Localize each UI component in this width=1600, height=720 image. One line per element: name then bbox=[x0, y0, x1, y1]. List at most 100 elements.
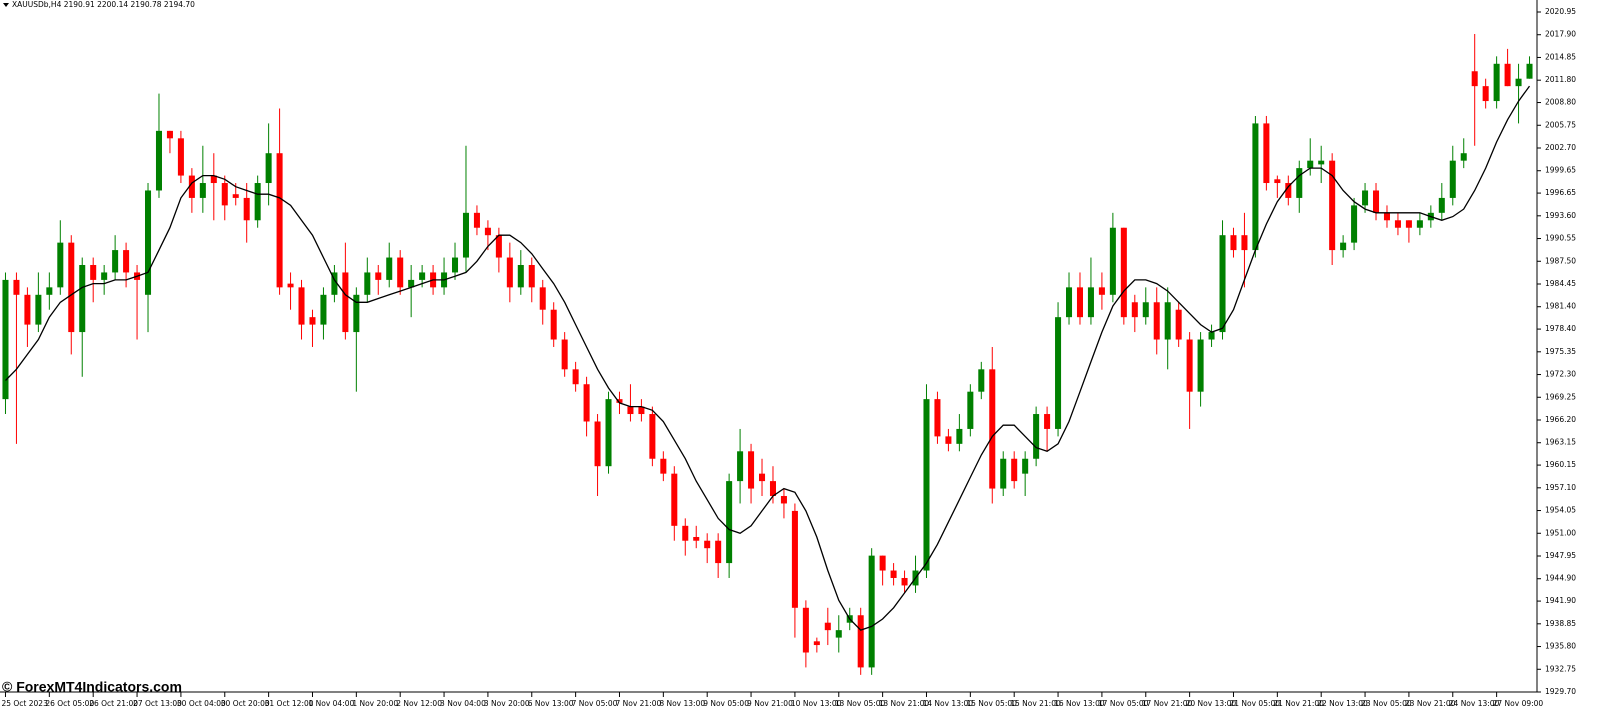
candle-body bbox=[550, 309, 557, 340]
candle-body bbox=[342, 272, 349, 333]
candle-body bbox=[1066, 287, 1073, 318]
y-tick-label: 1963.15 bbox=[1545, 438, 1576, 447]
candle-body bbox=[1186, 339, 1193, 392]
candle-body bbox=[309, 317, 316, 325]
candle-body bbox=[221, 183, 228, 206]
candle-body bbox=[1011, 458, 1018, 482]
candle-body bbox=[901, 577, 908, 586]
candle-body bbox=[1318, 160, 1325, 165]
candle-body bbox=[353, 294, 360, 333]
y-tick-label: 1984.45 bbox=[1545, 279, 1576, 288]
candle-body bbox=[1208, 332, 1215, 340]
candle-body bbox=[1197, 339, 1204, 392]
candle-body bbox=[1373, 190, 1380, 213]
y-tick-label: 2011.80 bbox=[1545, 75, 1576, 84]
candle-body bbox=[1076, 287, 1083, 318]
candle-body bbox=[517, 264, 524, 288]
candle-body bbox=[879, 555, 886, 571]
y-tick-label: 1996.65 bbox=[1545, 188, 1576, 197]
candle-body bbox=[989, 369, 996, 489]
candle-body bbox=[1142, 302, 1149, 318]
candle-body bbox=[364, 272, 371, 295]
y-tick-label: 1993.60 bbox=[1545, 211, 1576, 220]
candle-body bbox=[397, 257, 404, 288]
candle-body bbox=[868, 555, 875, 668]
candle-body bbox=[561, 339, 568, 370]
candle-body bbox=[1526, 63, 1533, 79]
y-tick-label: 1941.90 bbox=[1545, 596, 1576, 605]
x-tick-label: 17 Nov 05:00 bbox=[1098, 699, 1149, 708]
candle-body bbox=[287, 283, 294, 288]
x-tick-label: 30 Oct 20:00 bbox=[221, 699, 270, 708]
x-tick-label: 17 Nov 21:00 bbox=[1142, 699, 1193, 708]
candle-body bbox=[824, 622, 831, 631]
candle-body bbox=[210, 175, 217, 184]
candle-body bbox=[616, 399, 623, 403]
y-tick-label: 2002.70 bbox=[1545, 143, 1576, 152]
candle-body bbox=[737, 451, 744, 482]
candle-body bbox=[1120, 227, 1127, 318]
candle-body bbox=[1044, 414, 1051, 429]
candle-body bbox=[835, 630, 842, 638]
candle-body bbox=[1285, 183, 1292, 198]
x-tick-label: 15 Nov 21:00 bbox=[1010, 699, 1061, 708]
x-tick-label: 14 Nov 13:00 bbox=[922, 699, 973, 708]
candle-body bbox=[693, 536, 700, 541]
y-tick-label: 1951.00 bbox=[1545, 528, 1576, 537]
y-tick-label: 1954.05 bbox=[1545, 506, 1576, 515]
candle-body bbox=[1493, 63, 1500, 102]
candle-body bbox=[46, 287, 53, 295]
x-tick-label: 22 Nov 13:00 bbox=[1317, 699, 1368, 708]
candle-body bbox=[1482, 86, 1489, 102]
y-tick-label: 1999.65 bbox=[1545, 166, 1576, 175]
candle-body bbox=[539, 287, 546, 310]
candle-body bbox=[1383, 212, 1390, 221]
x-tick-label: 13 Nov 05:00 bbox=[835, 699, 886, 708]
candle-body bbox=[265, 153, 272, 184]
candle-body bbox=[572, 369, 579, 385]
x-tick-label: 30 Oct 04:00 bbox=[177, 699, 226, 708]
candle-body bbox=[890, 570, 897, 578]
candle-body bbox=[473, 212, 480, 228]
x-tick-label: 26 Oct 05:00 bbox=[45, 699, 94, 708]
candle-body bbox=[1022, 458, 1029, 474]
x-tick-label: 24 Nov 13:00 bbox=[1449, 699, 1500, 708]
candle-body bbox=[967, 391, 974, 429]
candle-body bbox=[155, 130, 162, 191]
candle-body bbox=[331, 272, 338, 295]
candle-body bbox=[35, 294, 42, 325]
x-tick-label: 9 Nov 05:00 bbox=[703, 699, 749, 708]
chart-title: XAUUSDb,H4 2190.91 2200.14 2190.78 2194.… bbox=[12, 0, 195, 9]
y-tick-label: 1987.50 bbox=[1545, 256, 1576, 265]
candle-body bbox=[956, 428, 963, 444]
candle-body bbox=[57, 242, 64, 288]
x-tick-label: 27 Nov 09:00 bbox=[1493, 699, 1544, 708]
x-tick-label: 2 Nov 12:00 bbox=[396, 699, 442, 708]
candle-body bbox=[177, 138, 184, 176]
candle-body bbox=[583, 384, 590, 422]
x-tick-label: 13 Nov 21:00 bbox=[879, 699, 930, 708]
candle-body bbox=[276, 153, 283, 288]
candle-body bbox=[254, 183, 261, 221]
candle-body bbox=[923, 399, 930, 571]
x-tick-label: 16 Nov 13:00 bbox=[1054, 699, 1105, 708]
candle-body bbox=[978, 369, 985, 392]
x-tick-label: 1 Nov 04:00 bbox=[308, 699, 354, 708]
candle-body bbox=[1307, 160, 1314, 169]
candle-body bbox=[484, 227, 491, 236]
candle-body bbox=[638, 406, 645, 415]
candle-body bbox=[1098, 287, 1105, 295]
x-tick-label: 26 Oct 21:00 bbox=[89, 699, 138, 708]
candle-body bbox=[112, 250, 119, 273]
candle-body bbox=[2, 279, 9, 400]
x-tick-label: 10 Nov 13:00 bbox=[791, 699, 842, 708]
candle-body bbox=[79, 264, 86, 333]
candle-body bbox=[1263, 123, 1270, 184]
candle-body bbox=[934, 399, 941, 437]
candle-body bbox=[1438, 197, 1445, 213]
x-tick-label: 21 Nov 21:00 bbox=[1273, 699, 1324, 708]
candle-body bbox=[1362, 190, 1369, 206]
candle-body bbox=[682, 525, 689, 541]
candle-body bbox=[68, 242, 75, 333]
candle-body bbox=[495, 235, 502, 258]
